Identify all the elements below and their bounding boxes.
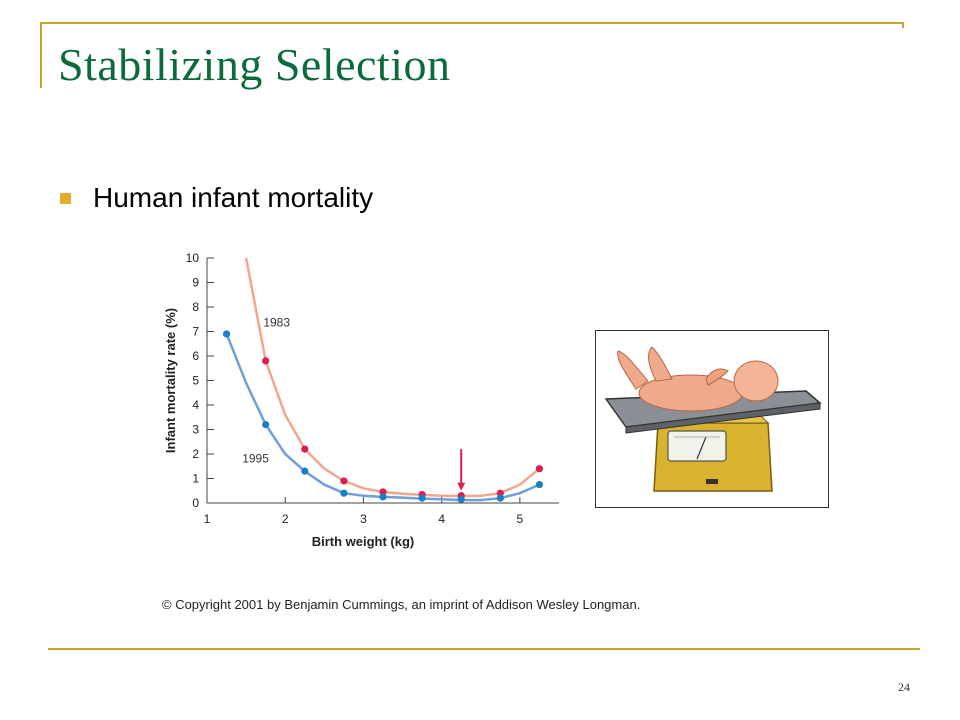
- bullet-item: Human infant mortality: [60, 178, 373, 218]
- series-label-1995: 1995: [242, 452, 269, 466]
- footer-line: [48, 648, 920, 650]
- slide-title: Stabilizing Selection: [58, 39, 451, 90]
- y-tick-label: 1: [192, 472, 199, 486]
- data-point-1995: [301, 467, 309, 475]
- y-tick-label: 3: [192, 423, 199, 437]
- series-line-1983: [244, 257, 541, 498]
- y-tick-label: 2: [192, 447, 199, 461]
- left-border-line: [40, 22, 42, 88]
- data-point-1983: [301, 445, 309, 453]
- arrow-head: [457, 482, 466, 491]
- page-number: 24: [898, 680, 910, 694]
- data-point-1995: [262, 421, 270, 429]
- data-point-1983: [535, 465, 544, 473]
- top-border-line: [40, 22, 904, 24]
- data-point-1995: [457, 495, 465, 503]
- x-tick-label: 5: [517, 512, 524, 526]
- data-point-1995: [535, 481, 544, 489]
- y-tick-label: 9: [192, 276, 199, 290]
- y-tick-label: 8: [192, 300, 199, 314]
- y-tick-label: 10: [186, 251, 200, 265]
- y-tick-label: 7: [192, 325, 199, 339]
- data-point-1995: [496, 494, 504, 502]
- y-tick-label: 6: [192, 349, 199, 363]
- series-line-1995: [225, 333, 540, 502]
- x-tick-label: 4: [438, 512, 445, 526]
- series-label-1983: 1983: [263, 316, 290, 330]
- top-right-border-tick: [902, 22, 904, 28]
- infant-on-scale-photo: [595, 330, 829, 508]
- y-tick-label: 4: [192, 398, 199, 412]
- data-point-1995: [222, 330, 231, 338]
- bullet-square-icon: [60, 192, 71, 204]
- data-point-1995: [418, 494, 426, 502]
- x-axis-label: Birth weight (kg): [312, 534, 415, 549]
- data-point-1983: [340, 477, 348, 485]
- copyright-notice: © Copyright 2001 by Benjamin Cummings, a…: [162, 597, 641, 612]
- bullet-text: Human infant mortality: [93, 182, 374, 213]
- y-axis-label: Infant mortality rate (%): [163, 308, 178, 453]
- data-point-1995: [340, 489, 348, 497]
- x-tick-label: 2: [282, 512, 289, 526]
- data-point-1983: [262, 357, 270, 365]
- data-point-1995: [379, 493, 387, 501]
- y-tick-label: 0: [192, 496, 199, 510]
- x-tick-label: 3: [360, 512, 367, 526]
- y-tick-label: 5: [192, 374, 199, 388]
- x-tick-label: 1: [204, 512, 211, 526]
